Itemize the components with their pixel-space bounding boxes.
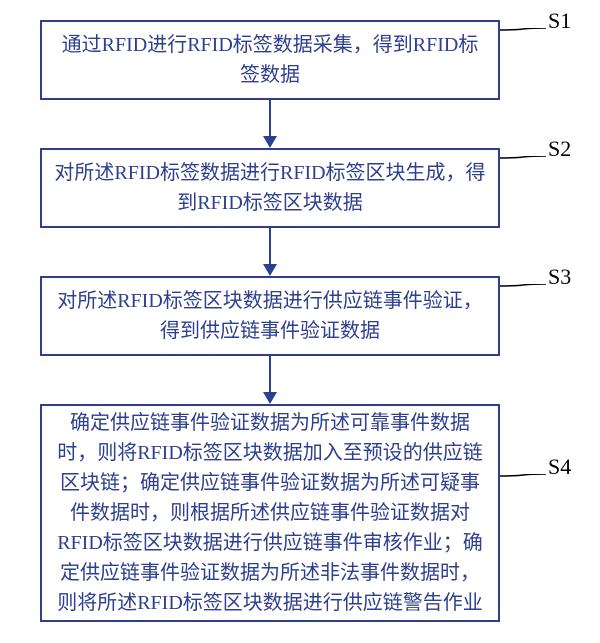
flow-node-text-s4: 确定供应链事件验证数据为所述可靠事件数据时，则将RFID标签区块数据加入至预设的…: [52, 408, 488, 618]
arrow-head-s3-s4: [263, 392, 277, 404]
flow-node-text-s1: 通过RFID进行RFID标签数据采集，得到RFID标签数据: [52, 30, 488, 90]
callout-curve-s3: [500, 284, 550, 290]
flow-node-s1: 通过RFID进行RFID标签数据采集，得到RFID标签数据: [40, 20, 500, 100]
arrow-head-s1-s2: [263, 136, 277, 148]
step-label-s3: S3: [548, 264, 571, 290]
flow-node-text-s2: 对所述RFID标签数据进行RFID标签区块生成，得到RFID标签区块数据: [52, 158, 488, 218]
arrow-line-s1-s2: [269, 100, 271, 136]
flowchart-canvas: 通过RFID进行RFID标签数据采集，得到RFID标签数据 S1 对所述RFID标签…: [0, 0, 600, 643]
flow-node-text-s3: 对所述RFID标签区块数据进行供应链事件验证，得到供应链事件验证数据: [52, 286, 488, 346]
arrow-head-s2-s3: [263, 264, 277, 276]
step-label-s2: S2: [548, 136, 571, 162]
arrow-line-s3-s4: [269, 356, 271, 392]
flow-node-s4: 确定供应链事件验证数据为所述可靠事件数据时，则将RFID标签区块数据加入至预设的…: [40, 404, 500, 622]
flow-node-s2: 对所述RFID标签数据进行RFID标签区块生成，得到RFID标签区块数据: [40, 148, 500, 228]
callout-curve-s1: [500, 28, 550, 34]
callout-curve-s2: [500, 156, 550, 162]
flow-node-s3: 对所述RFID标签区块数据进行供应链事件验证，得到供应链事件验证数据: [40, 276, 500, 356]
callout-curve-s4: [500, 474, 550, 480]
arrow-line-s2-s3: [269, 228, 271, 264]
step-label-s1: S1: [548, 8, 571, 34]
step-label-s4: S4: [548, 454, 571, 480]
